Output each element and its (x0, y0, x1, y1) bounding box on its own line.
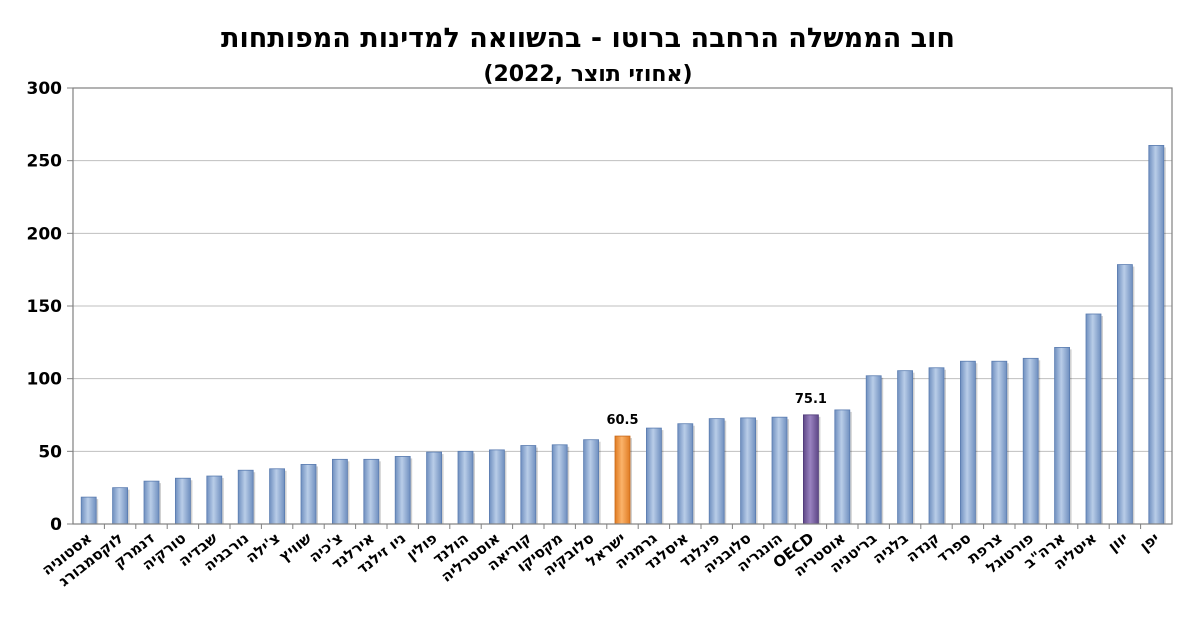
x-axis-ticks: אסטוניהלוקסמבורגדנמרקטורקיהשבדיהנורבגיהצ… (38, 524, 1163, 590)
bar (206, 475, 223, 525)
bar (551, 444, 568, 525)
bar (488, 449, 505, 525)
bar (520, 445, 537, 525)
bars (80, 145, 1166, 525)
bar (457, 450, 474, 525)
y-tick-label: 300 (27, 79, 63, 99)
bar (237, 469, 254, 525)
plot-frame (72, 87, 1173, 525)
x-tick-label: שוויץ (276, 529, 316, 566)
bar (740, 417, 756, 525)
y-tick-label: 150 (27, 297, 63, 317)
data-label: 60.5 (606, 413, 638, 428)
y-tick-label: 200 (27, 224, 63, 244)
bar (960, 360, 976, 525)
bar (1148, 145, 1165, 525)
bar (897, 370, 913, 525)
bar (991, 360, 1008, 525)
bar (363, 458, 380, 525)
bar (614, 435, 631, 525)
bar (865, 375, 882, 525)
bar (426, 451, 443, 525)
bar (1117, 264, 1133, 525)
bar (677, 423, 694, 525)
chart-subtitle: (2022, אחוזי תוצר) (483, 62, 692, 87)
bar (331, 458, 348, 525)
bar (1054, 347, 1070, 525)
bar (112, 487, 128, 525)
bar (1085, 313, 1102, 525)
x-tick-label: יפן (1136, 529, 1162, 555)
bar (834, 409, 851, 525)
bar (708, 418, 725, 525)
y-tick-label: 0 (50, 515, 62, 535)
bar (1022, 357, 1039, 525)
bar (300, 464, 317, 525)
y-axis-ticks: 0 50 100 150 200 250 300 (27, 79, 73, 535)
x-tick-label: ספרד (933, 529, 974, 567)
bar (80, 496, 97, 525)
chart-title: חוב הממשלה הרחבה ברוטו - בהשוואה למדינות… (221, 23, 955, 54)
bar (928, 367, 945, 525)
y-tick-label: 250 (27, 152, 63, 172)
bar (174, 477, 191, 525)
x-tick-label: צ'ילה (242, 529, 283, 567)
x-tick-label: קנדה (903, 529, 943, 566)
bar (143, 480, 160, 525)
bar (269, 468, 286, 525)
x-tick-label: יוון (1105, 529, 1132, 555)
bar (646, 427, 662, 525)
y-tick-label: 100 (27, 370, 63, 390)
y-tick-label: 50 (38, 442, 62, 462)
x-tick-label: בלגיה (869, 529, 911, 568)
bar (771, 416, 788, 525)
bar (583, 439, 599, 525)
data-label: 75.1 (795, 392, 827, 407)
data-labels: 60.5 75.1 (606, 392, 826, 428)
gridlines (73, 160, 1172, 452)
bar (803, 414, 819, 525)
bar (394, 456, 411, 525)
